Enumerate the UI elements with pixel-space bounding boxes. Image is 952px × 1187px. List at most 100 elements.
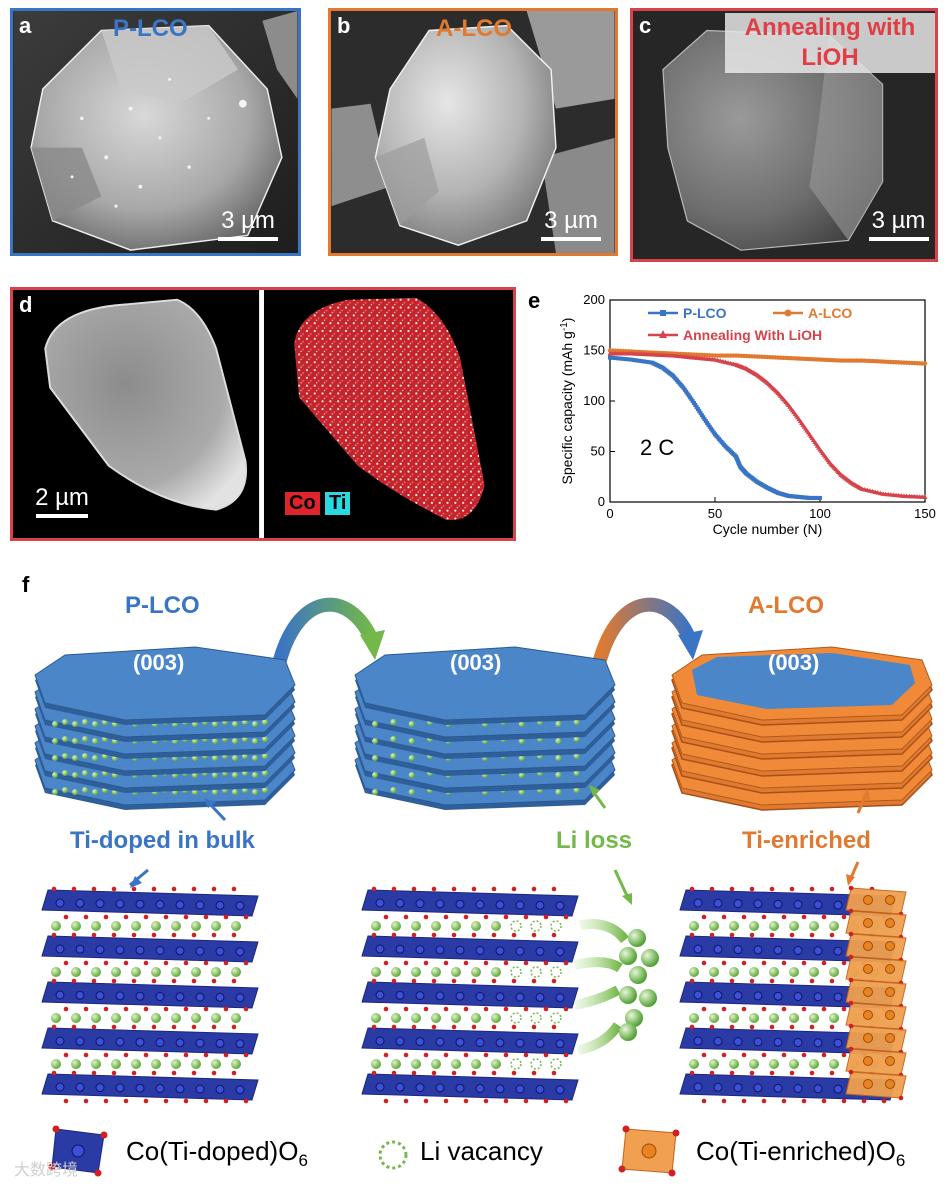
li-atom [211,1059,221,1069]
legend-co-enriched-label: Co(Ti-enriched)O6 [696,1136,905,1171]
o-atom [841,1098,847,1104]
li-ion [212,721,218,727]
o-atom [523,960,529,966]
li-atom [451,1059,461,1069]
co-atom [195,1038,205,1048]
o-atom [163,914,169,920]
legend-marker [784,309,792,317]
li-ion [390,719,397,725]
co-atom [475,1084,485,1093]
li-ion [518,772,525,778]
o-atom [143,914,149,920]
o-atom [789,978,795,984]
ti-enriched-layer [845,887,907,915]
li-ion [212,789,218,795]
ti-atom [885,1056,895,1066]
li-ion [408,755,415,761]
o-atom [191,1024,197,1030]
ti-atom [863,1079,873,1089]
o-atom [51,1070,57,1076]
y-axis-label: Specific capacity (mAh g-1) [559,318,575,485]
co-atom [195,900,205,910]
o-atom [83,1098,89,1104]
o-atom [769,978,775,984]
li-ion [573,770,580,776]
li-ion [555,721,562,727]
chart-legend: P-LCO A-LCO Annealing With LiOH [648,305,852,343]
o-atom [829,932,835,938]
li-ion [212,772,218,778]
co-atom [215,1038,225,1048]
o-atom [371,1070,377,1076]
o-atom [403,960,409,966]
sem-image-alco [331,11,615,253]
li-ion [52,721,58,727]
o-atom [721,1052,727,1058]
o-atom [491,1024,497,1030]
o-atom [171,1024,177,1030]
y-tick-label: 150 [583,343,605,358]
li-atom [789,967,799,977]
co-atom [793,946,803,955]
li-atom [829,967,839,977]
li-vacancy [510,1058,522,1070]
li-atom [231,921,241,931]
li-ion [92,789,98,795]
data-point [699,413,704,418]
o-atom [503,960,509,966]
o-atom [523,1006,529,1012]
o-atom [551,1024,557,1030]
o-atom [543,1098,549,1104]
li-atom [191,1013,201,1023]
o-atom [111,932,117,938]
li-atom [231,1013,241,1023]
co-atom [733,1037,743,1047]
o-atom [741,1052,747,1058]
li-vacancy [510,920,522,932]
li-ion [92,772,98,778]
o-atom [689,1024,695,1030]
o-atom [551,932,557,938]
o-atom [83,914,89,920]
o-atom [741,1006,747,1012]
o-atom [543,1052,549,1058]
o-atom [391,932,397,938]
o-atom [721,1006,727,1012]
li-atom [431,1059,441,1069]
co-atom [773,945,783,955]
label-ti-enriched: Ti-enriched [742,827,871,854]
o-atom [749,1024,755,1030]
o-atom [371,978,377,984]
o-atom [111,1070,117,1076]
co-atom [753,899,763,909]
o-atom [111,886,117,892]
co-atom [395,1036,405,1046]
o-atom [83,960,89,966]
co-atom [753,1083,763,1093]
li-ion [232,738,238,744]
co-atom [693,1082,703,1092]
li-vacancy [510,1012,522,1024]
li-ion [82,770,88,776]
ti-atom [885,918,895,928]
co-layer [41,981,259,1009]
li-ion [82,719,88,725]
li-atom [789,921,799,931]
co-atom [773,1037,783,1047]
ti-enriched-layer [845,910,907,938]
o-atom [898,1095,904,1101]
co-atom [793,1038,803,1047]
li-atom [769,921,779,931]
li-vacancy [530,920,542,932]
o-atom [103,914,109,920]
o-atom [203,1006,209,1012]
co-atom [115,1083,125,1093]
co-atom [813,992,823,1002]
li-atom [689,1013,699,1023]
o-atom [841,1052,847,1058]
o-atom [163,1006,169,1012]
o-atom [211,1070,217,1076]
ti-enriched-layer [845,1002,907,1030]
o-atom [143,1098,149,1104]
o-atom [451,978,457,984]
